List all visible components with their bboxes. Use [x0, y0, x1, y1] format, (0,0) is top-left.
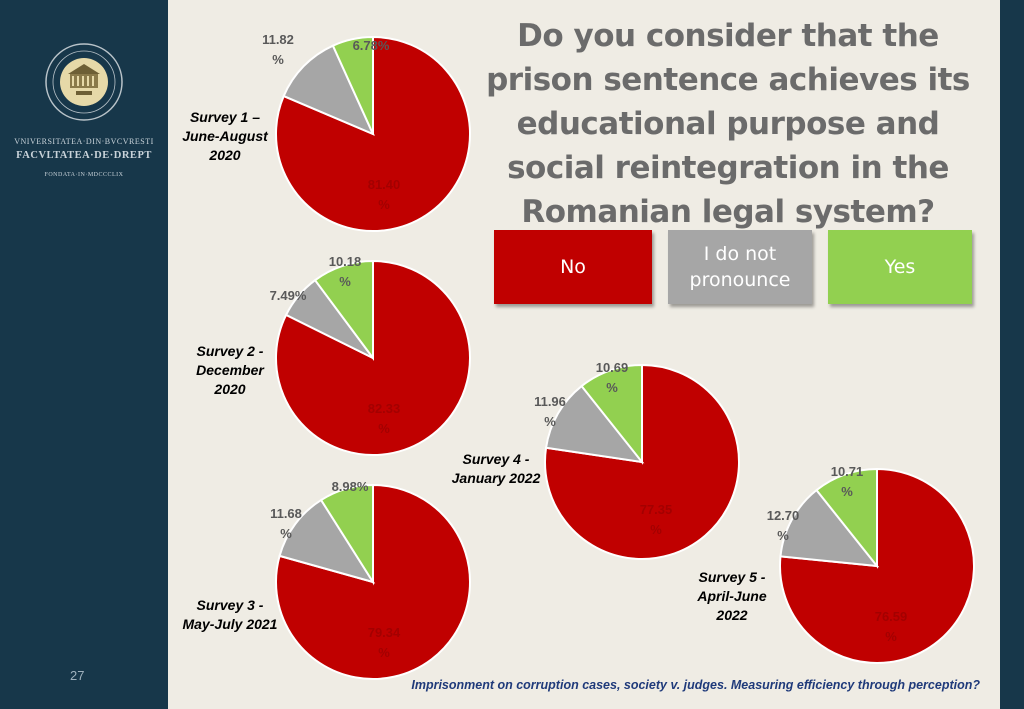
slice-label-5-i-do-not-pronounce: 12.70% [767, 508, 800, 543]
legend-no: No [494, 230, 652, 304]
pie-slice-3-i-do-not-pronounce [278, 498, 376, 584]
pie-slice-1-i-do-not-pronounce [282, 44, 375, 136]
slice-label-4-yes: 10.69% [596, 360, 629, 395]
pie-slice-3-no [275, 483, 471, 680]
slice-label-3-i-do-not-pronounce: 11.68% [270, 506, 302, 541]
pie-slice-5-yes [815, 467, 878, 569]
pie-slice-2-yes [313, 259, 374, 362]
right-border-bar [1000, 0, 1024, 709]
university-seal-logo [45, 43, 123, 121]
slice-label-3-yes: 8.98% [332, 479, 369, 494]
sidebar: VNIVERSITATEA·DIN·BVCVRESTI FACVLTATEA·D… [0, 0, 168, 709]
slide-title: Do you consider that the prison sentence… [486, 18, 970, 230]
survey-2-label: Survey 2 - December 2020 [196, 343, 264, 397]
page-number: 27 [70, 668, 85, 683]
slice-label-2-yes: 10.18% [329, 254, 362, 289]
slice-label-5-no: 76.59% [875, 609, 908, 644]
legend-i-do-not-pronounce: I do not pronounce [668, 230, 812, 304]
survey-1-label: Survey 1 – June-August 2020 [182, 109, 268, 163]
survey-4-label: Survey 4 - January 2022 [451, 451, 541, 486]
faculty-name: FACVLTATEA·DE·DREPT [16, 150, 152, 161]
slice-label-1-i-do-not-pronounce: 11.82% [262, 32, 294, 67]
slice-label-4-i-do-not-pronounce: 11.96% [534, 394, 566, 429]
legend-yes: Yes [828, 230, 972, 304]
slice-label-2-no: 82.33% [368, 401, 401, 436]
pie-slice-4-no [544, 363, 740, 560]
university-name: VNIVERSITATEA·DIN·BVCVRESTI [14, 137, 154, 146]
footer-caption: Imprisonment on corruption cases, societ… [411, 678, 980, 692]
pie-slice-5-i-do-not-pronounce [779, 488, 880, 568]
pie-slice-1-no [275, 35, 471, 232]
pie-slice-3-yes [319, 483, 374, 586]
slice-label-1-no: 81.40% [368, 177, 401, 212]
slice-label-2-i-do-not-pronounce: 7.49% [270, 288, 307, 303]
pie-slice-4-i-do-not-pronounce [544, 384, 645, 464]
pie-slice-1-yes [331, 35, 374, 135]
survey-5-label: Survey 5 - April-June 2022 [697, 569, 767, 623]
founded-text: FONDATA·IN·MDCCCLIX [44, 172, 124, 178]
pie-slice-5-no [779, 467, 975, 664]
slice-label-3-no: 79.34% [368, 625, 401, 660]
pie-slice-4-yes [580, 363, 643, 465]
slice-label-5-yes: 10.71% [831, 464, 864, 499]
slice-label-1-yes: 6.78% [353, 38, 390, 53]
survey-3-label: Survey 3 - May-July 2021 [182, 597, 278, 632]
slice-label-4-no: 77.35% [640, 502, 673, 537]
